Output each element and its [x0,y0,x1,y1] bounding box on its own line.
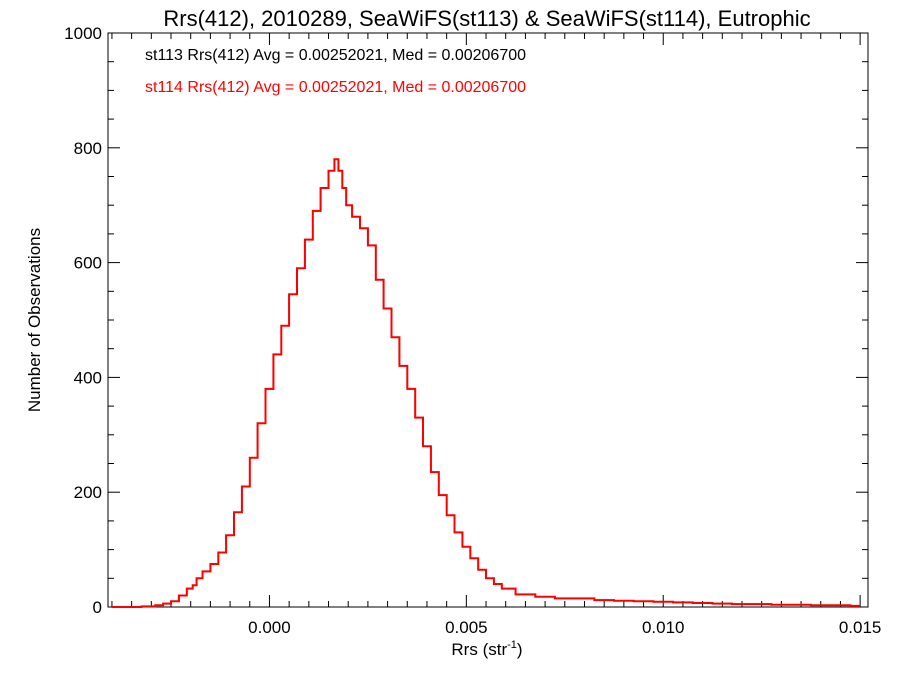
y-tick-label: 600 [74,254,102,273]
y-tick-label: 800 [74,139,102,158]
x-tick-label: 0.005 [445,618,488,637]
series-line-0 [111,158,861,608]
annotation-st114: st114 Rrs(412) Avg = 0.00252021, Med = 0… [145,79,526,96]
series-line-1 [111,158,861,608]
y-tick-label: 1000 [64,24,102,43]
y-tick-label: 200 [74,483,102,502]
plot-frame [107,32,869,608]
y-tick-label: 0 [93,598,102,617]
axis-ticks: 0.000 0.005 0.010 0.015 0 200 400 600 800 1000 [64,24,881,637]
x-tick-label: 0.010 [642,618,685,637]
x-axis-label-close: ) [517,640,523,659]
y-tick-label: 400 [74,368,102,387]
annotation-st113: st113 Rrs(412) Avg = 0.00252021, Med = 0… [145,47,526,64]
x-axis-label-text: Rrs (str [451,640,507,659]
x-tick-label: 0.000 [248,618,291,637]
series-layer [111,158,861,608]
y-axis-label: Number of Observations [25,228,44,412]
x-axis-label-superscript: -1 [507,639,517,651]
chart-title: Rrs(412), 2010289, SeaWiFS(st113) & SeaW… [163,6,810,31]
x-tick-label: 0.015 [839,618,882,637]
x-axis-label: Rrs (str-1) [451,639,522,659]
